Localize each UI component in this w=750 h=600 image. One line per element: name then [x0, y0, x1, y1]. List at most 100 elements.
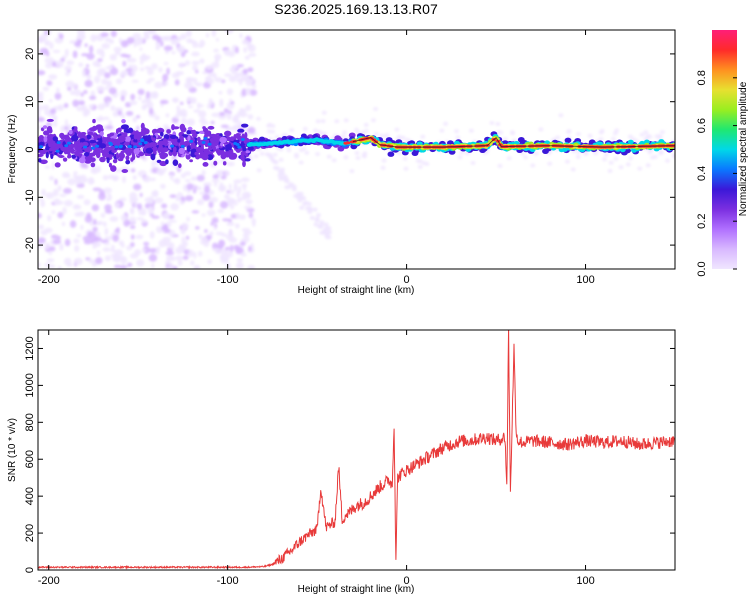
- spectrogram-cell: [160, 99, 169, 105]
- spectrogram-cell: [212, 247, 220, 252]
- spectrogram-cell: [171, 72, 180, 79]
- spectrogram-cell: [48, 128, 53, 134]
- spectrogram-cell: [498, 130, 504, 135]
- spectrogram-cell: [136, 259, 145, 267]
- spectrogram-cell: [161, 141, 169, 145]
- spectrogram-cell: [298, 160, 304, 165]
- spectrogram-cell: [110, 105, 116, 112]
- spectrogram-cell: [639, 132, 645, 137]
- spectrogram-cell: [237, 128, 245, 133]
- spectrogram-cell: [76, 142, 85, 147]
- spectrogram-cell: [237, 145, 242, 149]
- spectrogram-cell: [202, 162, 209, 167]
- spectrogram-cell: [50, 153, 54, 159]
- spectrogram-cell: [67, 141, 71, 145]
- spectrogram-cell: [193, 109, 201, 113]
- spectrogram-cell: [239, 214, 246, 220]
- spectrogram-cell: [228, 230, 234, 236]
- spectrogram-cell: [139, 67, 145, 72]
- spectrogram-cell: [107, 100, 111, 107]
- spectrogram-cell: [180, 144, 185, 148]
- spectrogram-cell: [218, 90, 223, 95]
- spectrogram-cell: [637, 166, 643, 171]
- snr-plot-area: [38, 330, 675, 570]
- spectrogram-cell: [84, 79, 93, 88]
- spectrogram-cell: [417, 159, 423, 164]
- spectrogram-cell: [69, 90, 76, 96]
- spectrogram-cell: [178, 62, 185, 68]
- spectrogram-cell: [198, 234, 203, 239]
- spectrogram-cell: [208, 201, 214, 209]
- spectrogram-cell: [240, 154, 245, 161]
- spectrogram-cell: [64, 126, 69, 130]
- spectrogram-cell: [658, 151, 664, 156]
- spectrogram-cell: [104, 37, 112, 42]
- spectrogram-cell: [40, 229, 48, 236]
- spectrogram-cell: [215, 148, 220, 153]
- spectrogram-cell: [100, 32, 109, 37]
- spectrogram-cell: [657, 134, 663, 139]
- spectrogram-cell: [51, 210, 56, 215]
- spectrogram-cell: [162, 73, 169, 82]
- spectrogram-cell: [52, 61, 57, 68]
- spectrogram-cell: [203, 137, 208, 140]
- spectrogram-cell: [612, 131, 618, 136]
- spectrogram-cell: [84, 156, 89, 161]
- spectrogram-cell: [502, 137, 508, 141]
- spectrogram-cell: [139, 47, 143, 51]
- colorbar-label: Normalized spectral amplitude: [738, 81, 749, 216]
- spectrogram-cell: [212, 142, 218, 147]
- spectrogram-cell: [189, 139, 194, 143]
- spectrogram-cell: [89, 139, 97, 144]
- spectrogram-cell: [201, 141, 206, 144]
- spectrogram-cell: [244, 158, 251, 162]
- spectrogram-cell: [354, 127, 359, 132]
- spectrogram-cell: [46, 80, 53, 86]
- spectrogram-cell: [523, 155, 529, 160]
- spectrogram-cell: [42, 125, 48, 129]
- spectrogram-cell: [102, 247, 111, 252]
- spectrogram-cell: [278, 147, 284, 152]
- spectrogram-cell: [132, 33, 141, 38]
- spectrogram-cell: [133, 145, 138, 149]
- spectrogram-cell: [298, 148, 304, 153]
- spectrogram-cell: [187, 105, 194, 109]
- spectrogram-cell: [558, 113, 564, 118]
- spectrogram-cell: [187, 135, 191, 142]
- spectrogram-cell: [145, 91, 150, 99]
- spectrogram-cell: [312, 128, 318, 133]
- spectrogram-cell: [143, 141, 148, 145]
- spectrogram-cell: [564, 137, 572, 143]
- spectrogram-cell: [104, 227, 109, 236]
- spectrogram-cell: [115, 78, 123, 85]
- spectrogram-cell: [241, 183, 248, 189]
- spectrogram-cell: [248, 212, 254, 219]
- spectrogram-cell: [142, 248, 146, 253]
- snr-x-ticks: -200 -100 0 100: [38, 330, 595, 587]
- spectrogram-cell: [125, 148, 130, 155]
- spectrogram-cell: [40, 127, 45, 132]
- spectrogram-cell: [163, 213, 170, 219]
- spectrogram-cell: [186, 130, 191, 135]
- spectrogram-cell: [243, 187, 246, 191]
- spectrogram-cell: [56, 141, 61, 145]
- spectrogram-cell: [106, 156, 110, 164]
- spectrogram-cell: [193, 77, 198, 85]
- spectrogram-cell: [355, 155, 361, 160]
- spectrogram-cell: [225, 246, 230, 251]
- spectrogram-cell: [109, 216, 119, 222]
- spectrogram-cell: [214, 77, 223, 83]
- spectrogram-cell: [134, 131, 143, 138]
- spectrogram-cell: [247, 67, 254, 72]
- spectrogram-cell: [83, 145, 88, 149]
- spectrogram-cell: [354, 151, 360, 155]
- spectrogram-cell: [177, 45, 186, 54]
- spectrogram-cell: [96, 250, 101, 256]
- spectrogram-cell: [194, 151, 199, 156]
- spectrogram-cell: [114, 145, 119, 149]
- spectrogram-cell: [222, 161, 227, 166]
- spectrogram-cell: [38, 117, 45, 123]
- spectrogram-cell: [180, 227, 186, 235]
- spectrogram-cell: [213, 148, 217, 152]
